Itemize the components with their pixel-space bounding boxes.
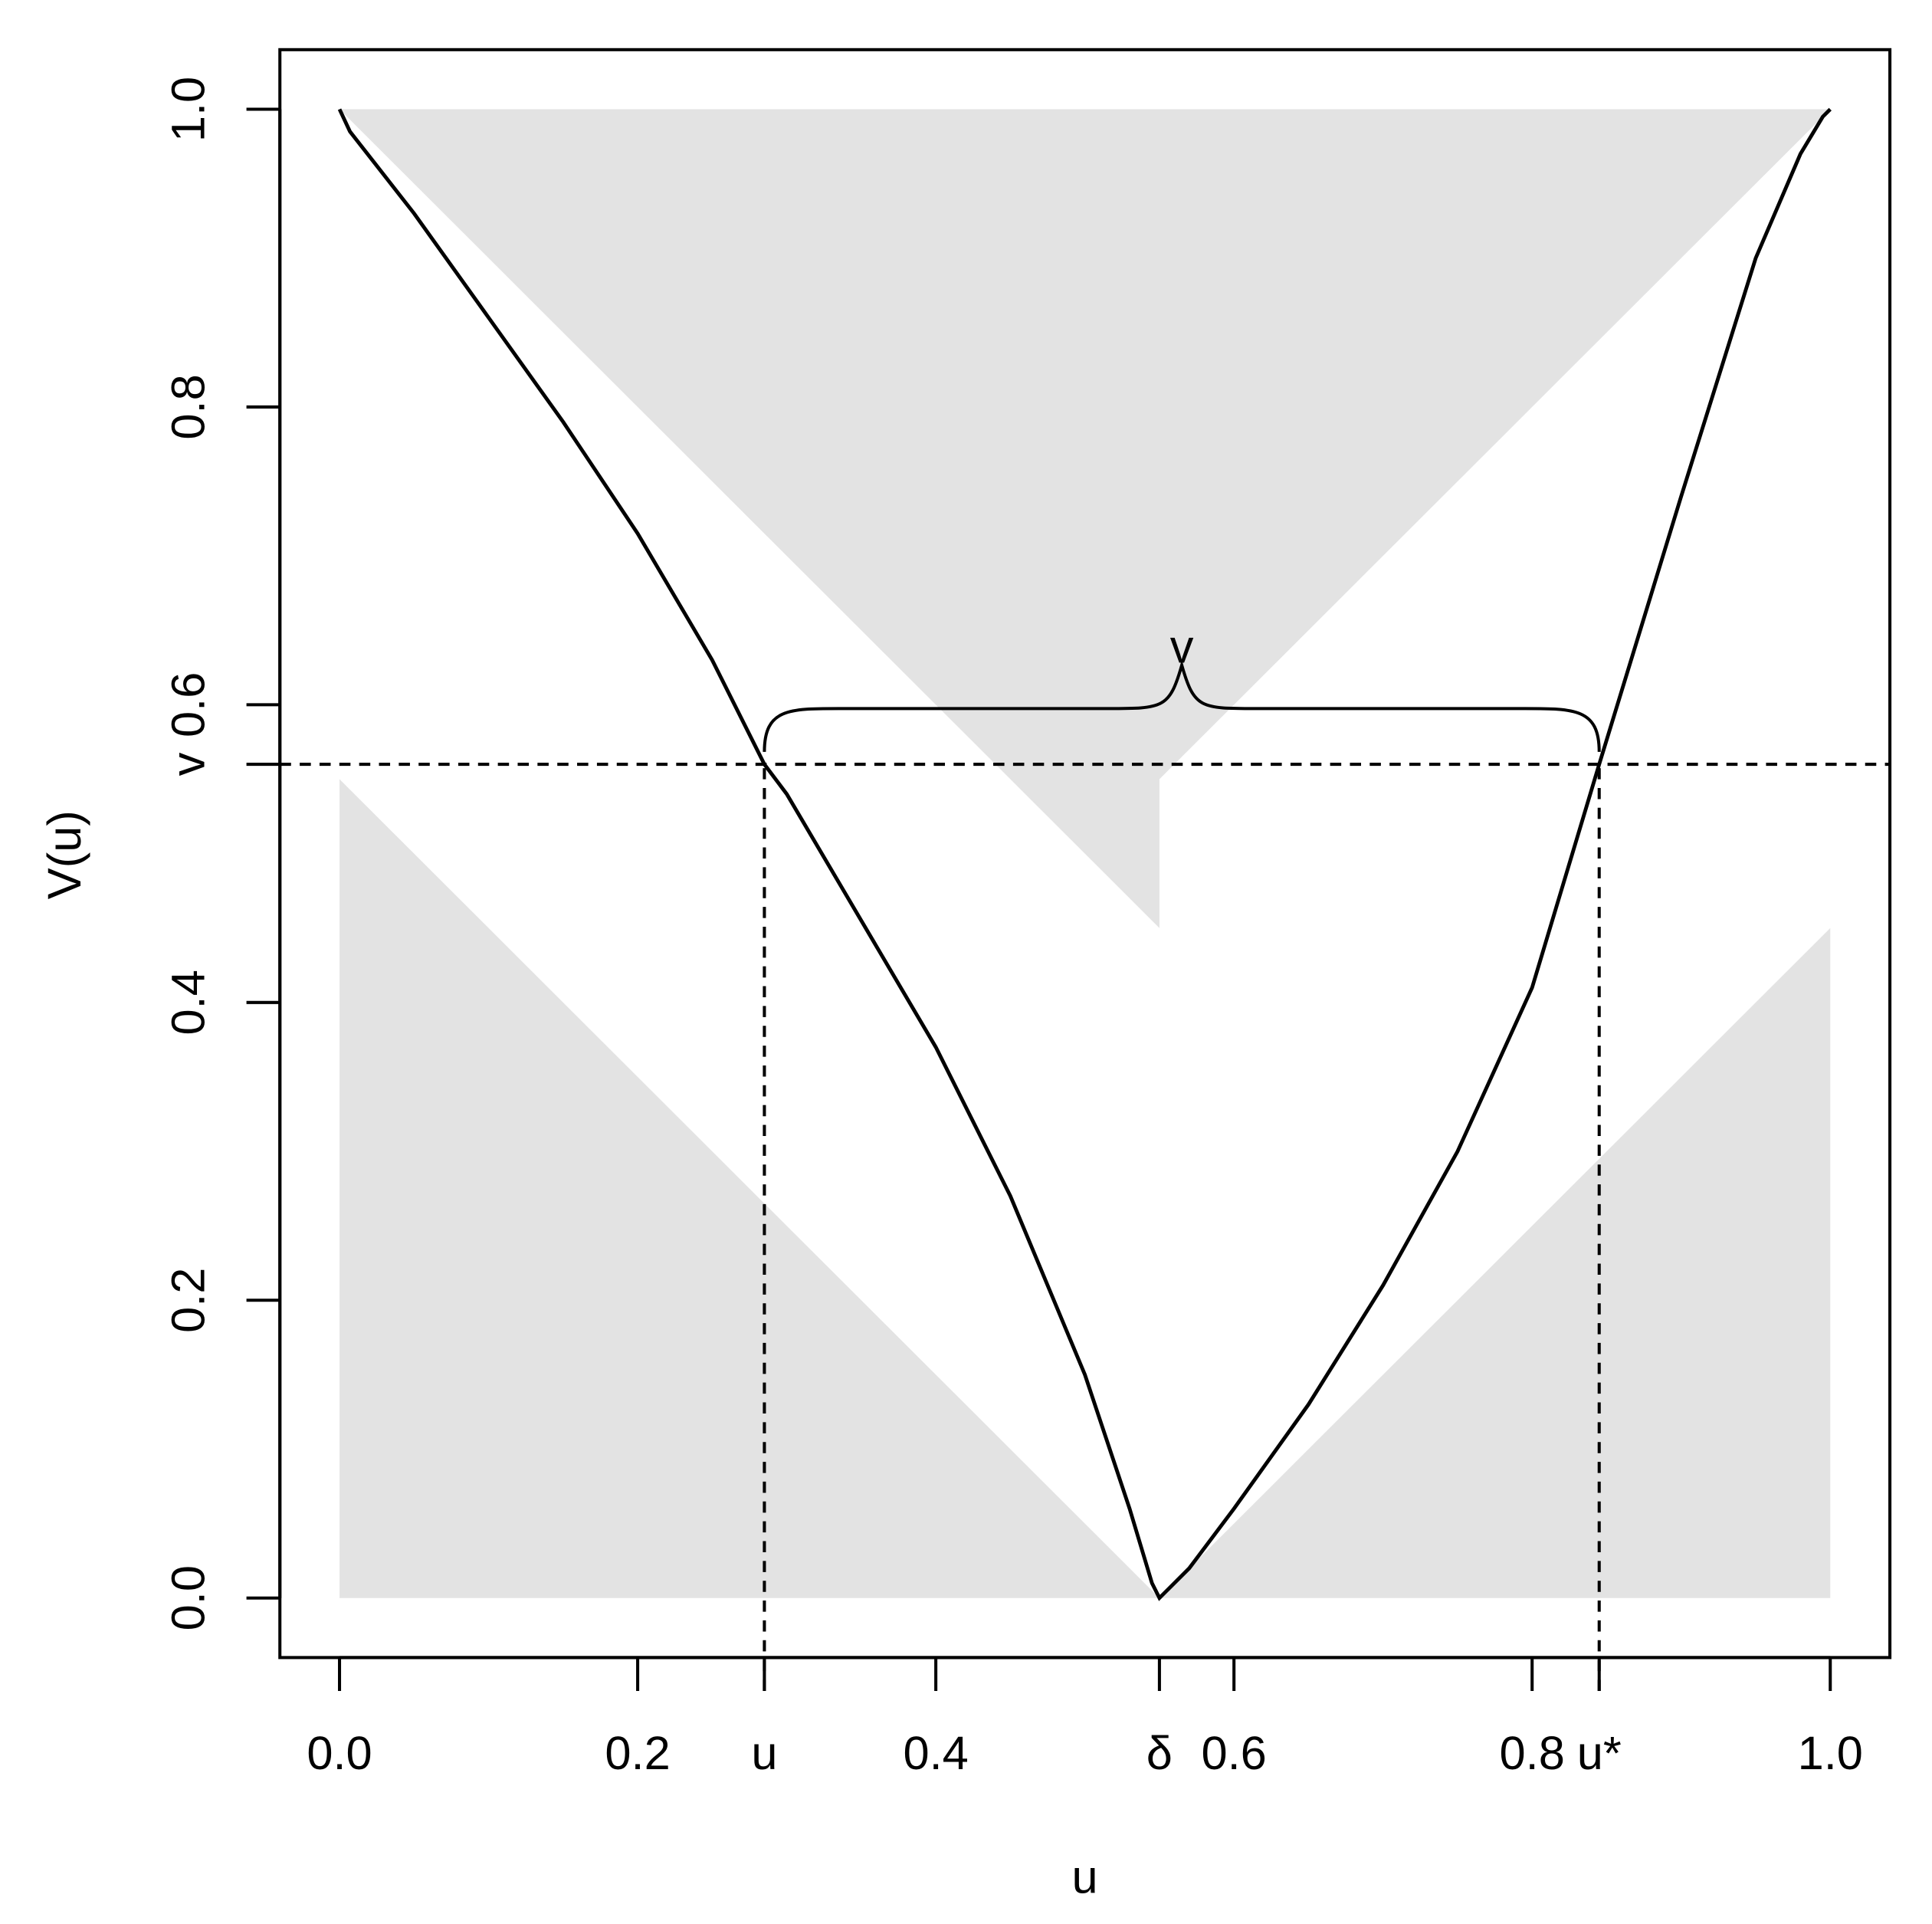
- y-axis-title: V(u): [38, 810, 91, 899]
- y-tick-label: v: [162, 752, 215, 776]
- y-tick-label: 0.2: [162, 1268, 215, 1333]
- line: [337, 107, 1832, 1601]
- x-tick-label: 0.4: [903, 1727, 968, 1780]
- brace: [763, 659, 1601, 752]
- x-axis-title: u: [1072, 1851, 1098, 1904]
- y-tick-label: 0.8: [162, 374, 215, 439]
- shaded-region: [1159, 928, 1831, 1598]
- y-tick-label: 0.4: [162, 970, 215, 1035]
- x-tick-label: 0.8: [1500, 1727, 1565, 1780]
- x-tick-label: 0.0: [307, 1727, 372, 1780]
- x-tick-label: u*: [1577, 1727, 1622, 1780]
- x-tick-label: 1.0: [1798, 1727, 1863, 1780]
- y-tick-label: 0.0: [162, 1565, 215, 1630]
- shaded-region: [339, 109, 1831, 928]
- x-tick-label: 0.2: [605, 1727, 670, 1780]
- y-tick-label: 0.6: [162, 672, 215, 737]
- x-tick-label: 0.6: [1201, 1727, 1266, 1780]
- x-tick-label: u: [751, 1727, 777, 1780]
- y-tick-label: 1.0: [162, 77, 215, 142]
- x-tick-label: δ: [1146, 1727, 1173, 1780]
- shaded-region: [339, 779, 1160, 1598]
- brace-label: v: [1170, 621, 1194, 674]
